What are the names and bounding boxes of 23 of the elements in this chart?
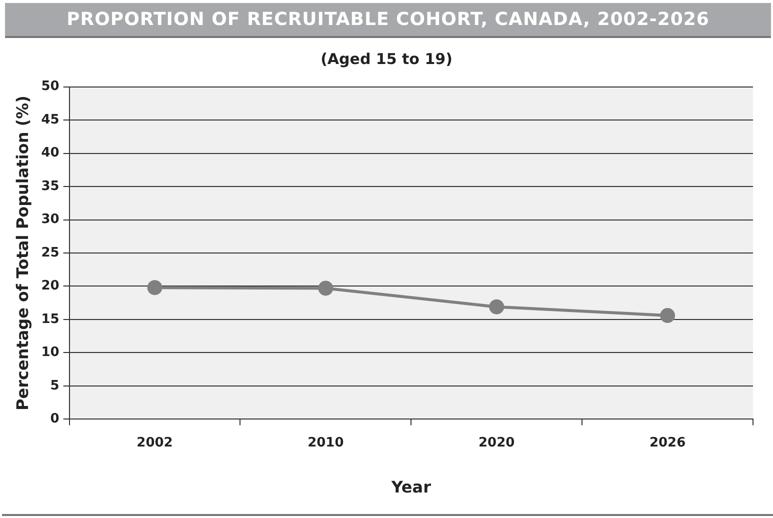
- y-axis-title: Percentage of Total Population (%): [12, 96, 32, 410]
- chart-subtitle: (Aged 15 to 19): [320, 50, 454, 68]
- x-tick-label: 2026: [649, 435, 686, 450]
- point: [489, 299, 504, 314]
- y-tick-label: 20: [41, 278, 60, 294]
- x-tick-label: 2010: [308, 435, 344, 450]
- y-tick-label: 45: [41, 112, 60, 128]
- chart-title: PROPORTION OF RECRUITABLE COHORT, CANADA, 2002-2026: [5, 3, 771, 38]
- y-tick-label: 25: [41, 245, 60, 260]
- y-tick-label: 40: [41, 146, 60, 161]
- y-tick-label: 10: [41, 345, 60, 360]
- y-tick-label: 30: [41, 212, 60, 228]
- y-tick-label: 35: [41, 178, 60, 194]
- y-tick-label: 50: [41, 79, 60, 94]
- x-axis-title: Year: [390, 478, 432, 497]
- point: [318, 280, 334, 296]
- x-tick-label: 2002: [136, 435, 173, 450]
- point: [147, 280, 162, 296]
- x-tick-label: 2020: [478, 435, 515, 450]
- y-tick-label: 0: [50, 412, 60, 427]
- y-tick-label: 5: [50, 378, 60, 394]
- y-tick-label: 15: [41, 312, 60, 327]
- point: [660, 308, 676, 323]
